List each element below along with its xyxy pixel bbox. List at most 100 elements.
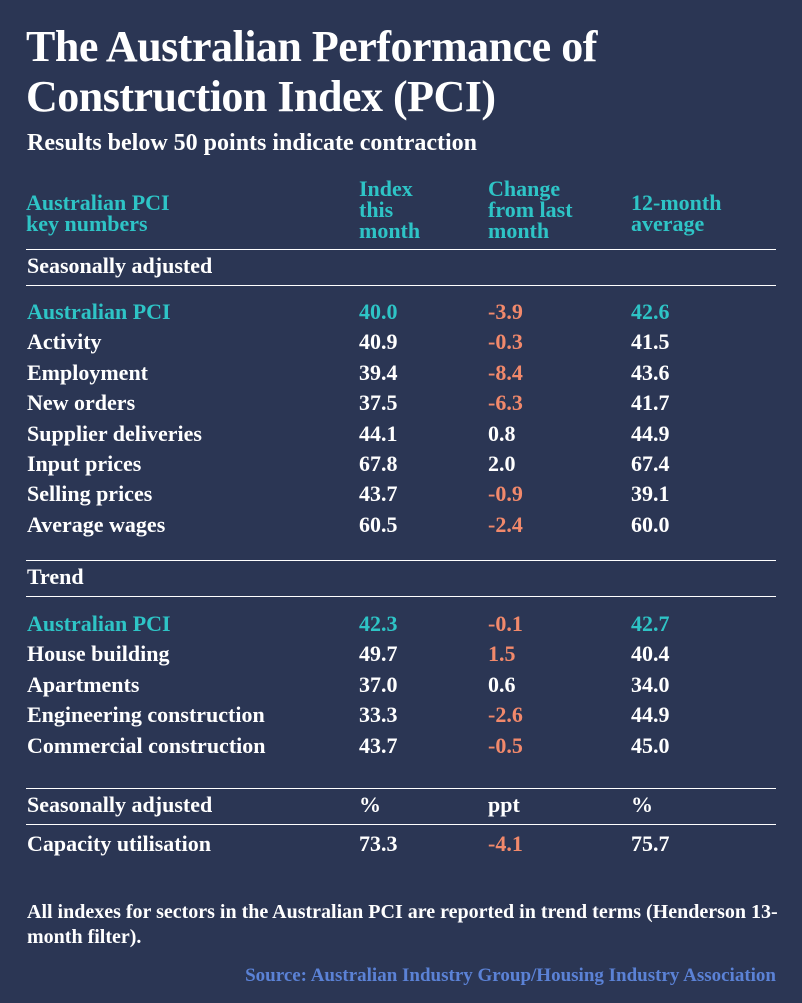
header-line: Index — [359, 176, 413, 201]
index-value: 44.1 — [359, 420, 398, 446]
index-value: 67.8 — [359, 451, 398, 476]
row-label: Activity — [27, 329, 102, 355]
change-value: 2.0 — [488, 451, 516, 476]
row-label: Engineering construction — [27, 702, 265, 728]
table-row: Engineering construction 33.3 -2.6 44.9 — [26, 700, 776, 730]
table-row: Apartments 37.0 0.6 34.0 — [26, 670, 776, 700]
divider — [26, 560, 776, 561]
table-row: Australian PCI 40.0 -3.9 42.6 — [26, 297, 776, 327]
change-value: 1.5 — [488, 641, 516, 667]
row-label: Capacity utilisation — [27, 831, 211, 856]
header-line: month — [488, 218, 550, 243]
source-credit: Source: Australian Industry Group/Housin… — [245, 965, 776, 986]
unit-change: ppt — [488, 792, 520, 817]
average-value: 34.0 — [631, 671, 670, 697]
unit-index: % — [359, 792, 381, 817]
index-value: 42.3 — [359, 611, 398, 636]
change-value: -6.3 — [488, 390, 523, 416]
divider — [26, 596, 776, 597]
header-change: Change from last month — [488, 176, 573, 243]
change-value: -0.1 — [488, 611, 523, 636]
row-label: New orders — [27, 390, 136, 416]
index-value: 43.7 — [359, 732, 398, 758]
change-value: -0.3 — [488, 329, 523, 355]
table-row: Australian PCI 42.3 -0.1 42.7 — [26, 609, 776, 639]
index-value: 40.0 — [359, 299, 398, 324]
change-value: -4.1 — [488, 831, 523, 856]
change-value: 0.8 — [488, 420, 516, 446]
header-line: Change — [488, 176, 561, 201]
section-seasonally-adjusted: Seasonally adjusted — [27, 253, 213, 278]
header-line: from last — [488, 197, 573, 222]
index-value: 43.7 — [359, 481, 398, 507]
average-value: 40.4 — [631, 641, 670, 667]
average-value: 41.7 — [631, 390, 670, 416]
change-value: -3.9 — [488, 299, 523, 324]
index-value: 37.0 — [359, 671, 398, 697]
header-line: Australian PCI — [26, 190, 170, 215]
row-label: Apartments — [27, 671, 140, 697]
unit-average: % — [631, 792, 653, 817]
table-row: Activity 40.9 -0.3 41.5 — [26, 327, 776, 357]
table-row: Commercial construction 43.7 -0.5 45.0 — [26, 731, 776, 761]
header-line: average — [631, 211, 705, 236]
average-value: 44.9 — [631, 420, 670, 446]
change-value: -2.4 — [488, 511, 523, 537]
row-label: Australian PCI — [27, 299, 171, 324]
table-row: Supplier deliveries 44.1 0.8 44.9 — [26, 419, 776, 449]
average-value: 41.5 — [631, 329, 670, 355]
average-value: 67.4 — [631, 451, 670, 476]
header-key-numbers: Australian PCI key numbers — [26, 190, 170, 236]
section-trend: Trend — [27, 564, 84, 589]
header-line: month — [359, 218, 421, 243]
subtitle: Results below 50 points indicate contrac… — [27, 130, 477, 156]
table-header: Australian PCI key numbers Index this mo… — [26, 178, 776, 246]
change-value: -8.4 — [488, 359, 523, 385]
capacity-row: Capacity utilisation 73.3 -4.1 75.7 — [26, 829, 776, 859]
table-row: New orders 37.5 -6.3 41.7 — [26, 388, 776, 418]
header-index-this-month: Index this month — [359, 176, 421, 243]
header-line: 12-month — [631, 190, 722, 215]
row-label: Commercial construction — [27, 732, 266, 758]
average-value: 75.7 — [631, 831, 670, 856]
table-row: Input prices 67.8 2.0 67.4 — [26, 449, 776, 479]
header-12-month-average: 12-month average — [631, 190, 722, 236]
divider — [26, 788, 776, 789]
table-row: Employment 39.4 -8.4 43.6 — [26, 358, 776, 388]
change-value: 0.6 — [488, 671, 516, 697]
row-label: Australian PCI — [27, 611, 171, 636]
divider — [26, 285, 776, 286]
change-value: -0.5 — [488, 732, 523, 758]
row-label: Selling prices — [27, 481, 153, 507]
row-label: Average wages — [27, 511, 166, 537]
average-value: 60.0 — [631, 511, 670, 537]
divider — [26, 249, 776, 250]
average-value: 42.7 — [631, 611, 670, 636]
header-line: this — [359, 197, 394, 222]
index-value: 37.5 — [359, 390, 398, 416]
header-line: key numbers — [26, 211, 148, 236]
capacity-header-row: Seasonally adjusted % ppt % — [26, 790, 776, 820]
index-value: 60.5 — [359, 511, 398, 537]
average-value: 42.6 — [631, 299, 670, 324]
row-label: Supplier deliveries — [27, 420, 202, 446]
row-label: Input prices — [27, 451, 142, 476]
table-row: Selling prices 43.7 -0.9 39.1 — [26, 479, 776, 509]
table-row: House building 49.7 1.5 40.4 — [26, 639, 776, 669]
change-value: -0.9 — [488, 481, 523, 507]
index-value: 49.7 — [359, 641, 398, 667]
index-value: 33.3 — [359, 702, 398, 728]
page-title: The Australian Performance of Constructi… — [26, 22, 597, 121]
footnote: All indexes for sectors in the Australia… — [27, 901, 778, 948]
average-value: 43.6 — [631, 359, 670, 385]
average-value: 44.9 — [631, 702, 670, 728]
average-value: 39.1 — [631, 481, 670, 507]
index-value: 39.4 — [359, 359, 398, 385]
row-label: Employment — [27, 359, 148, 385]
change-value: -2.6 — [488, 702, 523, 728]
average-value: 45.0 — [631, 732, 670, 758]
row-label: House building — [27, 641, 170, 667]
divider — [26, 824, 776, 825]
index-value: 40.9 — [359, 329, 398, 355]
table-row: Average wages 60.5 -2.4 60.0 — [26, 510, 776, 540]
